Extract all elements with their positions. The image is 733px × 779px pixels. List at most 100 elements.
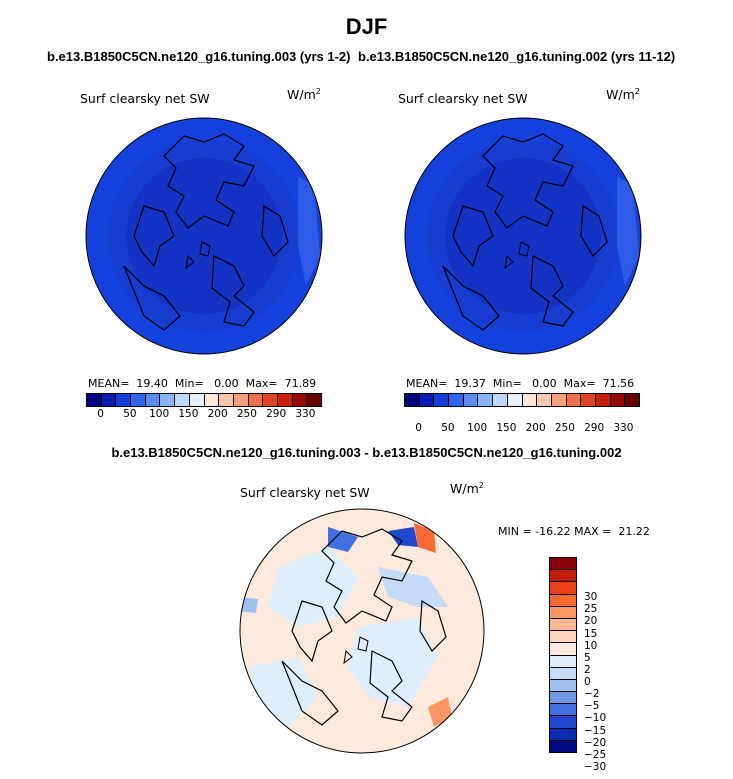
- colorbar-tick-label: 290: [584, 422, 605, 434]
- panel2-units: W/m2: [606, 87, 640, 103]
- colorbar-swatch: [550, 716, 576, 729]
- colorbar-swatch: [550, 558, 576, 571]
- colorbar-tick-label: 50: [123, 408, 137, 420]
- colorbar-swatch: [610, 394, 626, 406]
- colorbar-swatch: [537, 394, 552, 406]
- colorbar-swatch: [550, 643, 576, 656]
- colorbar-swatch: [566, 394, 582, 406]
- colorbar-swatch: [292, 394, 308, 406]
- colorbar-tick-label: −20: [584, 736, 607, 749]
- colorbar-tick-label: 2: [584, 663, 591, 676]
- panel2-case-title: b.e13.B1850C5CN.ne120_g16.tuning.002 (yr…: [356, 49, 676, 64]
- panel1-colorbar-ticks: 0 50 100 150 200 250 290 330: [86, 408, 320, 422]
- colorbar-swatch: [101, 394, 117, 406]
- colorbar-swatch: [219, 394, 234, 406]
- colorbar-tick-label: 330: [295, 408, 316, 420]
- colorbar-tick-label: 250: [554, 422, 575, 434]
- colorbar-swatch: [522, 394, 538, 406]
- colorbar-swatch: [277, 394, 293, 406]
- panel1-colorbar: [86, 393, 322, 407]
- colorbar-swatch: [550, 618, 576, 632]
- panel1-units: W/m2: [287, 87, 321, 103]
- colorbar-swatch: [625, 394, 639, 406]
- colorbar-swatch: [507, 394, 523, 406]
- panel2-stats: MEAN= 19.37 Min= 0.00 Max= 71.56: [406, 377, 635, 390]
- colorbar-swatch: [550, 594, 576, 607]
- colorbar-tick-label: 5: [584, 651, 591, 664]
- figure-title: DJF: [345, 14, 388, 39]
- difference-units: W/m2: [450, 481, 484, 497]
- colorbar-tick-label: 0: [584, 676, 591, 688]
- colorbar-swatch: [116, 394, 132, 406]
- panel2-colorbar: [404, 393, 640, 407]
- colorbar-swatch: [550, 667, 576, 680]
- colorbar-tick-label: 100: [149, 408, 170, 420]
- colorbar-swatch: [263, 394, 278, 406]
- difference-minmax: MIN = -16.22 MAX = 21.22: [498, 525, 650, 538]
- colorbar-tick-label: 200: [525, 422, 546, 434]
- colorbar-swatch: [307, 394, 321, 406]
- colorbar-tick-label: 15: [584, 627, 598, 640]
- colorbar-tick-label: 150: [178, 408, 199, 420]
- colorbar-swatch: [204, 394, 220, 406]
- colorbar-tick-label: −10: [584, 712, 607, 725]
- colorbar-swatch: [550, 631, 576, 644]
- colorbar-tick-label: −5: [584, 700, 600, 713]
- difference-colorbar: [549, 557, 577, 753]
- colorbar-swatch: [131, 394, 146, 406]
- colorbar-tick-label: 100: [467, 422, 488, 434]
- colorbar-swatch: [405, 394, 420, 406]
- colorbar-swatch: [550, 704, 576, 717]
- colorbar-swatch: [550, 728, 576, 741]
- panel1-stats: MEAN= 19.40 Min= 0.00 Max= 71.89: [88, 377, 317, 390]
- panel1-polar-map: [85, 117, 323, 355]
- colorbar-swatch: [550, 692, 576, 705]
- colorbar-tick-label: 200: [207, 408, 228, 420]
- colorbar-swatch: [551, 394, 567, 406]
- colorbar-tick-label: 10: [584, 639, 598, 652]
- colorbar-swatch: [478, 394, 494, 406]
- colorbar-swatch: [233, 394, 249, 406]
- colorbar-swatch: [595, 394, 611, 406]
- difference-colorbar-ticks: 30 25 20 15 10 5 2 0 −2 −5 −10 −15 −20 −25 −30: [584, 585, 624, 779]
- colorbar-tick-label: −30: [584, 760, 607, 773]
- difference-polar-map: [239, 508, 485, 754]
- colorbar-tick-label: 150: [496, 422, 517, 434]
- colorbar-tick-label: 330: [613, 422, 634, 434]
- colorbar-swatch: [449, 394, 464, 406]
- colorbar-swatch: [419, 394, 435, 406]
- colorbar-swatch: [248, 394, 264, 406]
- colorbar-tick-label: 50: [441, 422, 455, 434]
- colorbar-tick-label: 0: [97, 408, 104, 420]
- panel1-case-title: b.e13.B1850C5CN.ne120_g16.tuning.003 (yr…: [47, 49, 351, 64]
- colorbar-swatch: [175, 394, 190, 406]
- colorbar-swatch: [550, 740, 576, 752]
- colorbar-tick-label: 0: [415, 422, 422, 434]
- panel2-polar-map: [404, 117, 642, 355]
- difference-var-label: Surf clearsky net SW: [240, 485, 370, 500]
- colorbar-tick-label: 250: [236, 408, 257, 420]
- colorbar-tick-label: −2: [584, 688, 600, 701]
- colorbar-swatch: [434, 394, 450, 406]
- colorbar-swatch: [189, 394, 205, 406]
- colorbar-swatch: [493, 394, 508, 406]
- colorbar-tick-label: 20: [584, 615, 598, 628]
- panel1-var-label: Surf clearsky net SW: [80, 91, 210, 106]
- colorbar-swatch: [550, 582, 576, 595]
- difference-subtitle: b.e13.B1850C5CN.ne120_g16.tuning.003 - b…: [111, 445, 622, 460]
- colorbar-swatch: [160, 394, 176, 406]
- colorbar-swatch: [550, 606, 576, 619]
- panel2-colorbar-ticks: 0 50 100 150 200 250 290 330: [404, 422, 638, 436]
- colorbar-swatch: [550, 570, 576, 583]
- colorbar-tick-label: 30: [584, 591, 598, 604]
- colorbar-swatch: [145, 394, 161, 406]
- colorbar-swatch: [463, 394, 479, 406]
- colorbar-tick-label: 25: [584, 603, 598, 616]
- colorbar-swatch: [550, 655, 576, 668]
- colorbar-tick-label: −15: [584, 724, 607, 737]
- colorbar-tick-label: −25: [584, 748, 607, 761]
- colorbar-tick-label: 290: [266, 408, 287, 420]
- panel2-var-label: Surf clearsky net SW: [398, 91, 528, 106]
- colorbar-swatch: [550, 679, 576, 693]
- colorbar-swatch: [581, 394, 596, 406]
